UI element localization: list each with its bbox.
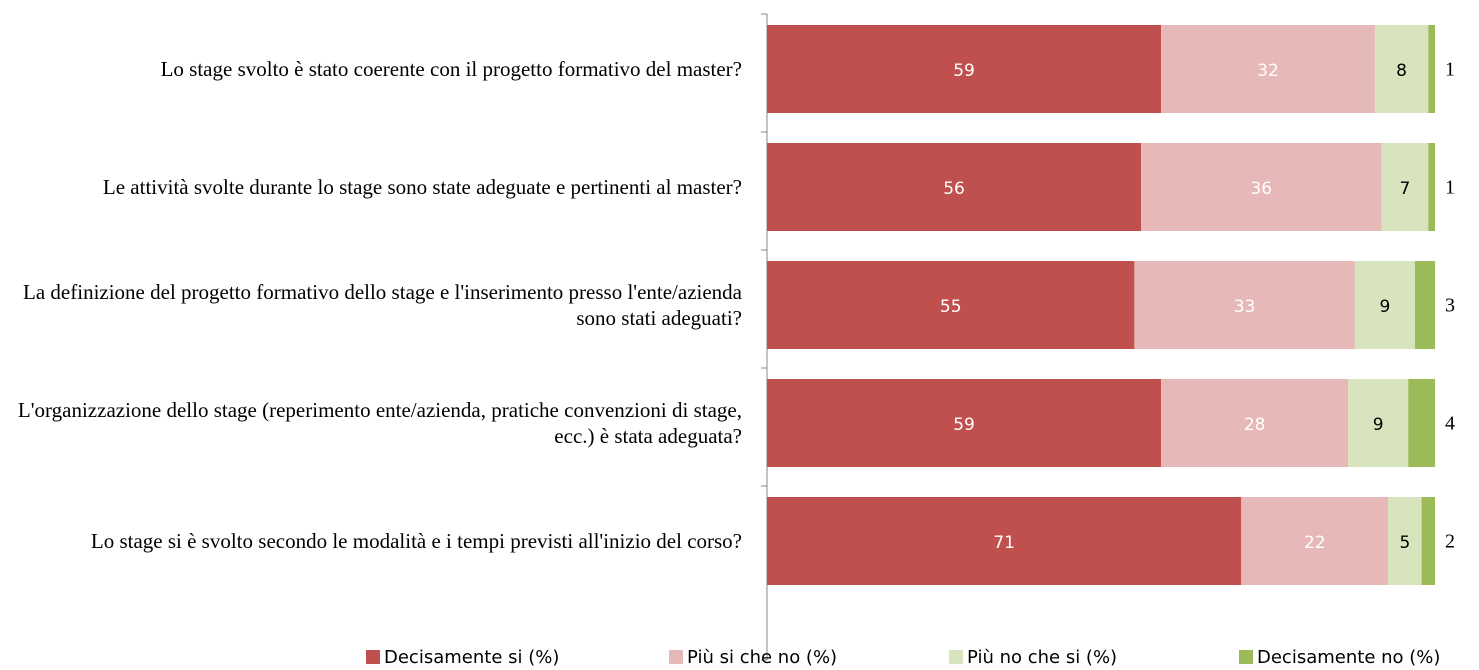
bar-segment bbox=[1241, 497, 1389, 585]
bar-segment bbox=[1374, 25, 1429, 113]
bar-segment bbox=[767, 497, 1242, 585]
legend-swatch bbox=[1239, 650, 1253, 664]
category-label: Lo stage si è svolto secondo le modalità… bbox=[90, 529, 742, 553]
data-label: 9 bbox=[1373, 415, 1384, 435]
data-label: 71 bbox=[993, 533, 1015, 553]
data-label: 1 bbox=[1445, 59, 1455, 81]
data-label: 2 bbox=[1445, 531, 1455, 553]
data-label: 59 bbox=[953, 61, 975, 81]
data-label: 28 bbox=[1244, 415, 1266, 435]
legend-swatch bbox=[949, 650, 963, 664]
bar-segment bbox=[767, 143, 1142, 231]
category-label: Lo stage svolto è stato coerente con il … bbox=[160, 57, 742, 81]
data-label: 36 bbox=[1250, 179, 1272, 199]
legend-label: Decisamente si (%) bbox=[384, 647, 559, 668]
bar-segment bbox=[1141, 143, 1382, 231]
data-label: 8 bbox=[1396, 61, 1407, 81]
data-label: 55 bbox=[940, 297, 962, 317]
legend-label: Più no che si (%) bbox=[967, 647, 1117, 668]
category-label: La definizione del progetto formativo de… bbox=[23, 280, 742, 330]
data-label: 56 bbox=[943, 179, 965, 199]
bar-segment bbox=[767, 379, 1162, 467]
legend-label: Più si che no (%) bbox=[687, 647, 837, 668]
data-label: 5 bbox=[1400, 533, 1411, 553]
data-label: 9 bbox=[1379, 297, 1390, 317]
data-label: 22 bbox=[1304, 533, 1326, 553]
bar-segment bbox=[1428, 143, 1435, 231]
bar-segment bbox=[1354, 261, 1415, 349]
bar-segment bbox=[1161, 379, 1349, 467]
data-label: 59 bbox=[953, 415, 975, 435]
bar-segment bbox=[1161, 25, 1375, 113]
legend-label: Decisamente no (%) bbox=[1257, 647, 1440, 668]
data-label: 7 bbox=[1400, 179, 1411, 199]
bar-segment bbox=[1388, 497, 1422, 585]
bar-segment bbox=[1348, 379, 1409, 467]
bar-segment bbox=[1414, 261, 1435, 349]
legend-swatch bbox=[366, 650, 380, 664]
bar-segment bbox=[1421, 497, 1435, 585]
bar-segment bbox=[1134, 261, 1355, 349]
legend-swatch bbox=[669, 650, 683, 664]
category-label: L'organizzazione dello stage (reperiment… bbox=[17, 398, 742, 448]
bar-segment bbox=[1381, 143, 1429, 231]
category-label: Le attività svolte durante lo stage sono… bbox=[102, 175, 742, 199]
data-label: 33 bbox=[1234, 297, 1256, 317]
bar-segment bbox=[1408, 379, 1435, 467]
bar-segment bbox=[767, 261, 1135, 349]
data-label: 1 bbox=[1445, 177, 1455, 199]
bar-segment bbox=[1428, 25, 1435, 113]
data-label: 4 bbox=[1445, 413, 1455, 435]
data-label: 3 bbox=[1445, 295, 1455, 317]
data-label: 32 bbox=[1257, 61, 1279, 81]
bar-segment bbox=[767, 25, 1162, 113]
